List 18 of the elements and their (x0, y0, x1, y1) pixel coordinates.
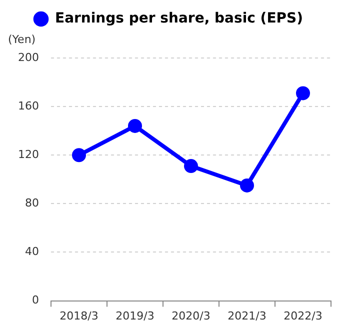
y-axis-title: (Yen) (8, 32, 36, 46)
point (184, 159, 198, 174)
y-tick-label: 120 (18, 148, 39, 161)
y-tick-label: 200 (18, 50, 39, 64)
point (128, 118, 142, 133)
y-tick-label: 40 (24, 245, 39, 258)
x-tick-label: 2022/3 (284, 309, 322, 322)
point (240, 178, 254, 192)
legend-label: Earnings per share, basic (EPS) (55, 10, 304, 27)
x-tick-label: 2019/3 (116, 309, 154, 322)
y-tick-label: 80 (24, 196, 39, 210)
point (72, 148, 86, 162)
y-tick-label: 0 (32, 294, 39, 307)
y-tick-label: 160 (18, 99, 39, 112)
x-tick-label: 2018/3 (60, 309, 98, 322)
x-tick-label: 2020/3 (172, 309, 210, 322)
point (296, 86, 310, 100)
x-tick-label: 2021/3 (228, 309, 266, 322)
